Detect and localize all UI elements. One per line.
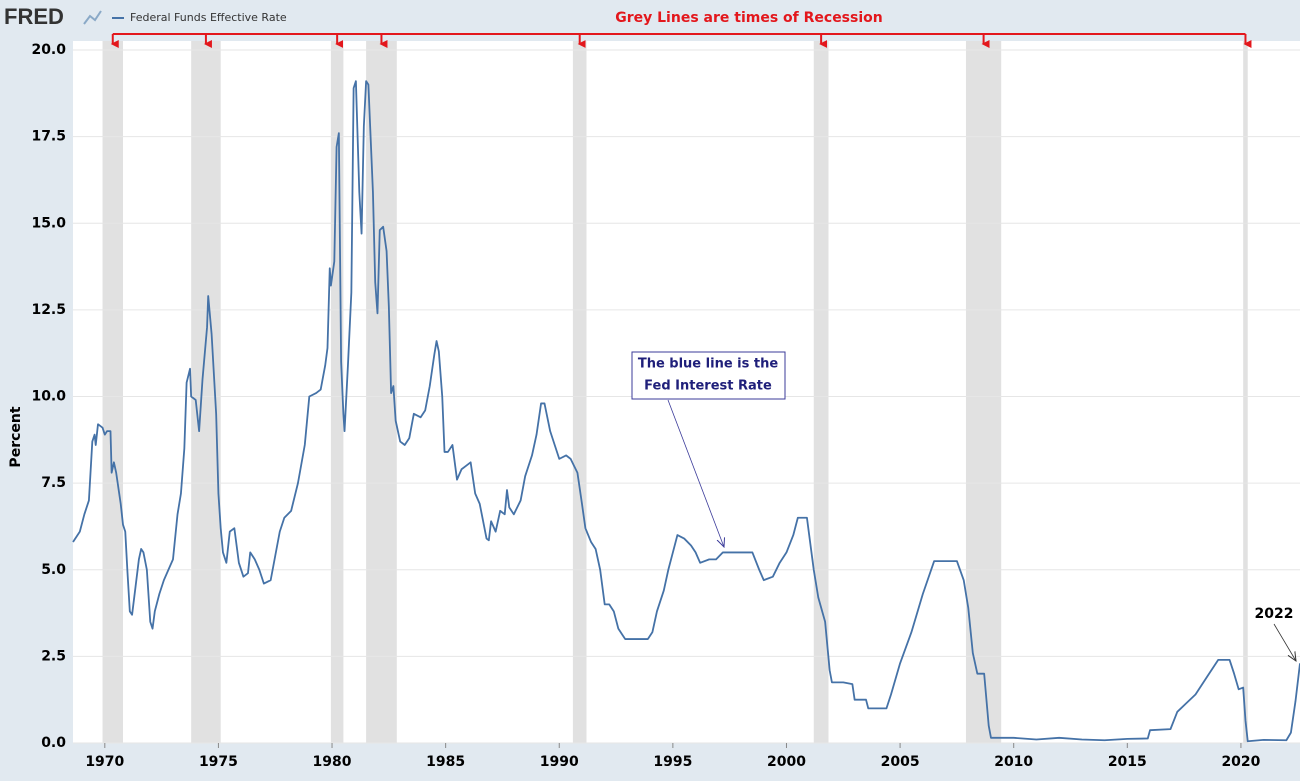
note-arrow xyxy=(667,399,724,547)
y-tick-label: 17.5 xyxy=(31,129,66,145)
label-layer: 0.0 2.5 5.0 7.5 10.0 12.5 15.0 17.5 20.0 1970 1975… xyxy=(31,33,1261,770)
grid-layer xyxy=(73,49,1300,748)
y-tick-label: 20.0 xyxy=(31,42,66,58)
rate-note: Fed Interest Rate xyxy=(644,379,772,394)
recession-band xyxy=(1243,41,1248,743)
x-tick-label: 1970 xyxy=(85,754,124,770)
y-tick-label: 10.0 xyxy=(31,389,66,405)
data-line xyxy=(72,80,1300,743)
x-tick-label: 1995 xyxy=(653,754,692,770)
y-tick-label: 0.0 xyxy=(41,735,66,751)
x-tick-label: 1975 xyxy=(199,754,238,770)
x-tick-label: 1985 xyxy=(426,754,465,770)
y-tick-label: 15.0 xyxy=(31,215,66,231)
recession-band xyxy=(191,41,221,743)
y-tick-label: 5.0 xyxy=(41,562,66,578)
x-tick-label: 2020 xyxy=(1221,754,1260,770)
source-logo: FRED xyxy=(4,4,64,29)
legend-label: Federal Funds Effective Rate xyxy=(130,11,287,24)
year-arrow xyxy=(1273,623,1296,661)
recession-band xyxy=(965,41,1002,743)
x-tick-label: 2005 xyxy=(881,754,920,770)
recession-note: Grey Lines are times of Recession xyxy=(615,10,882,26)
rate-note: The blue line is the xyxy=(638,357,779,372)
recession-band xyxy=(572,41,587,743)
recession-band xyxy=(102,41,123,743)
year-note: 2022 xyxy=(1255,606,1294,622)
y-tick-label: 7.5 xyxy=(41,475,66,491)
recession-layer xyxy=(102,41,1248,743)
y-tick-label: 2.5 xyxy=(41,648,66,664)
x-tick-label: 2010 xyxy=(994,754,1033,770)
x-tick-label: 2015 xyxy=(1108,754,1147,770)
note-box xyxy=(631,351,786,400)
x-tick-label: 2000 xyxy=(767,754,806,770)
logo-icon xyxy=(83,10,102,25)
y-tick-label: 12.5 xyxy=(31,302,66,318)
x-tick-label: 1980 xyxy=(313,754,352,770)
x-tick-label: 1990 xyxy=(540,754,579,770)
line-layer xyxy=(72,80,1300,743)
y-axis-label: Percent xyxy=(8,406,24,467)
recession-band xyxy=(813,41,829,743)
